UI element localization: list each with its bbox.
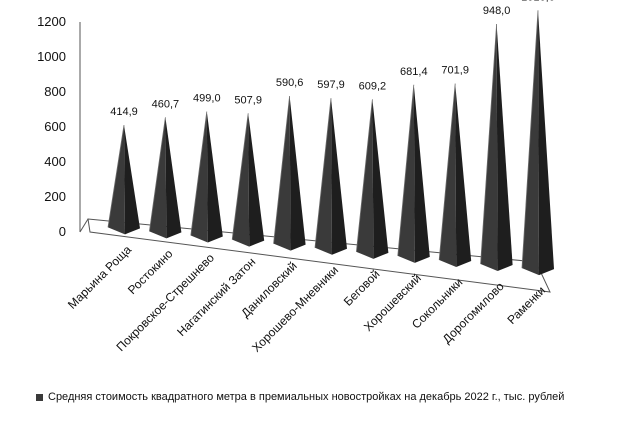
pyramid-bar-right-face	[331, 98, 347, 255]
pyramid-bar-right-face	[538, 10, 554, 276]
pyramid-bar	[149, 117, 167, 239]
pyramid-bar-edge	[273, 95, 290, 244]
data-label: 1016,6	[521, 0, 555, 3]
legend-swatch	[36, 393, 43, 401]
legend-label: Средняя стоимость квадратного метра в пр…	[48, 391, 565, 403]
y-tick-label: 400	[44, 154, 66, 169]
pyramid-bar-edge	[397, 84, 415, 256]
pyramid-bar	[232, 113, 250, 247]
y-tick-label: 600	[44, 119, 66, 134]
x-tick-label: Хорошево-Мневники	[249, 263, 341, 355]
pyramid-bar-right-face	[455, 83, 472, 267]
pyramid-bar	[480, 23, 498, 272]
data-label: 609,2	[359, 80, 387, 92]
pyramid-bar	[273, 95, 291, 251]
x-tick-label: Беговой	[341, 267, 383, 309]
pyramid-bar-edge	[107, 125, 125, 228]
pyramid-bar	[356, 99, 374, 259]
pyramid-bar-right-face	[124, 125, 140, 235]
pyramid-bar-right-face	[248, 113, 265, 247]
pyramid-bar	[522, 10, 539, 276]
data-labels: 414,9 460,7 499,0 507,9 590,6 597,9 609,2 681,4…	[110, 0, 555, 118]
x-tick-label: Нагатинский Затон	[174, 255, 258, 339]
pyramid-bar-edge	[314, 98, 332, 248]
pyramid-bar	[439, 83, 457, 267]
y-tick-label: 0	[59, 224, 66, 239]
data-label: 948,0	[483, 5, 511, 17]
data-label: 499,0	[193, 93, 221, 105]
pyramid-bar-right-face	[165, 117, 182, 239]
pyramid-bar-edge	[356, 99, 373, 252]
pyramid-bar	[397, 84, 415, 263]
x-tick-labels: Марьина РощаРостокиноПокровское-Стрешнев…	[65, 242, 548, 355]
axis-corner-line	[79, 218, 89, 233]
pyramid-bar-edge	[149, 117, 166, 232]
data-label: 701,9	[441, 65, 469, 77]
pyramid-bar-right-face	[206, 111, 223, 243]
pyramid-bar-right-face	[372, 99, 389, 259]
y-tick-label: 1200	[37, 14, 66, 29]
data-label: 414,9	[110, 106, 138, 118]
x-tick-label: Марьина Роща	[65, 242, 134, 311]
y-tick-label: 1000	[37, 49, 66, 64]
y-tick-label: 200	[44, 189, 66, 204]
pyramid-bar-right-face	[496, 23, 513, 272]
data-label: 681,4	[400, 66, 428, 78]
pyramid-bar	[108, 125, 125, 235]
legend: Средняя стоимость квадратного метра в пр…	[36, 391, 564, 403]
x-tick-label: Раменки	[504, 283, 548, 327]
pyramid-bar	[315, 98, 332, 255]
bars	[107, 10, 554, 276]
pyramid-bar-edge	[521, 10, 539, 269]
data-label: 507,9	[234, 94, 262, 106]
pyramid-bar-edge	[231, 113, 249, 240]
pyramid-bar-edge	[438, 83, 456, 261]
pyramid-bar-edge	[480, 23, 497, 265]
pyramid-bar-right-face	[289, 95, 306, 251]
pyramid-bar-right-face	[413, 84, 430, 263]
pyramid-bar	[190, 111, 208, 243]
data-label: 590,6	[276, 77, 304, 89]
data-label: 597,9	[317, 79, 345, 91]
pyramid-bar-edge	[190, 111, 208, 236]
y-tick-labels: 0 200 400 600 800 1000 1200	[37, 14, 66, 239]
y-tick-label: 800	[44, 84, 66, 99]
axes	[79, 22, 551, 293]
data-label: 460,7	[152, 98, 180, 110]
